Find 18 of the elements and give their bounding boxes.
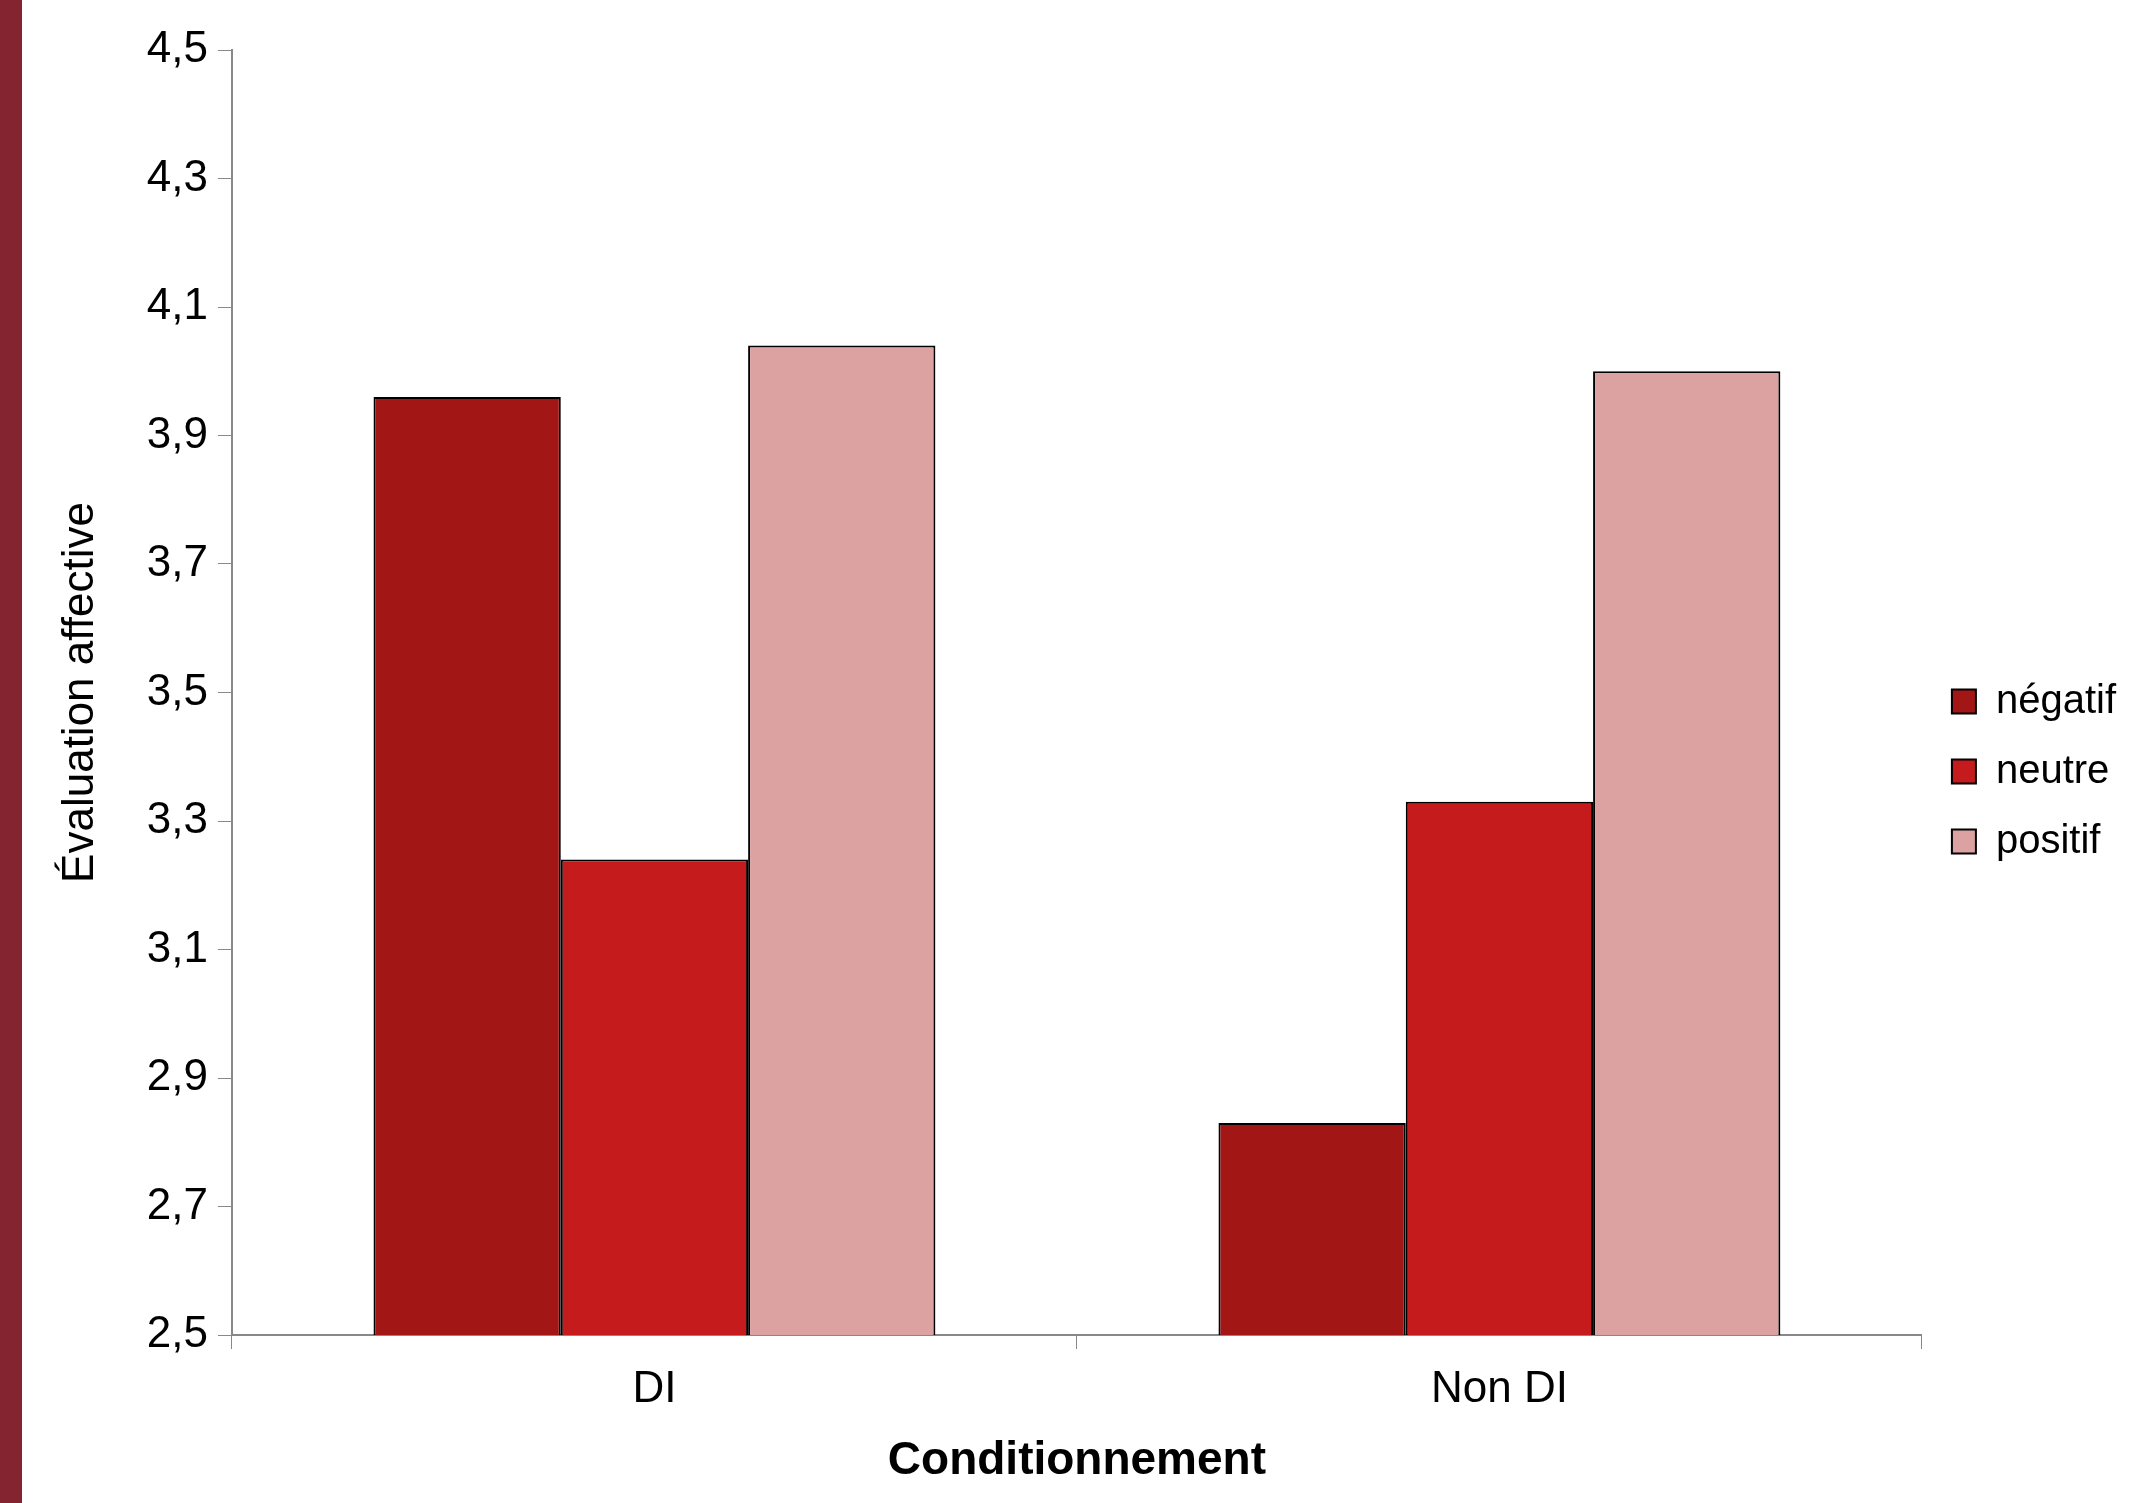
x-axis-title: Conditionnement xyxy=(887,1432,1267,1485)
y-tick-label: 4,1 xyxy=(146,279,208,329)
x-tick-label: DI xyxy=(632,1361,677,1411)
legend-label: négatif xyxy=(1995,676,2117,721)
legend-label: neutre xyxy=(1995,746,2110,791)
y-tick-label: 2,9 xyxy=(146,1050,208,1100)
y-tick-label: 3,3 xyxy=(146,793,208,843)
y-tick-label: 4,3 xyxy=(146,150,208,200)
y-tick-label: 4,5 xyxy=(146,22,208,72)
y-tick-label: 3,7 xyxy=(146,536,208,586)
y-axis-title: Évaluation affective xyxy=(52,502,102,883)
y-tick-label: 3,5 xyxy=(146,664,208,714)
y-tick-label: 3,1 xyxy=(146,921,208,971)
x-tick-label: Non DI xyxy=(1430,1361,1568,1411)
y-tick-label: 3,9 xyxy=(146,407,208,457)
y-tick-label: 2,5 xyxy=(146,1307,208,1357)
legend-label: positif xyxy=(1995,816,2102,861)
y-tick-label: 2,7 xyxy=(146,1178,208,1228)
